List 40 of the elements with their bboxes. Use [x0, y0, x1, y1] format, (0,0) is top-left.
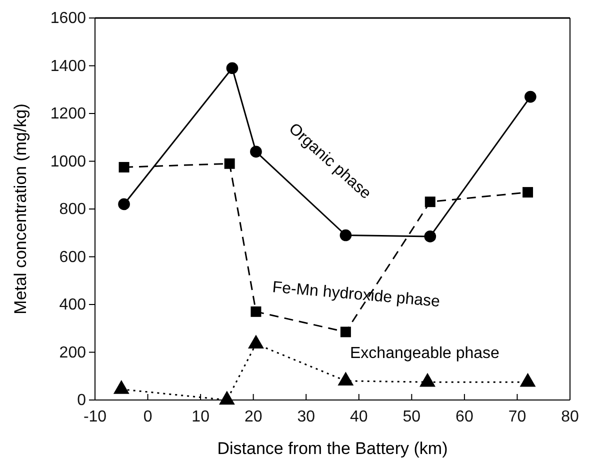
point: [340, 229, 352, 242]
x-tick-label: 60: [456, 408, 474, 426]
y-tick-label: 0: [77, 392, 86, 410]
point: [522, 187, 534, 198]
x-axis-title: Distance from the Battery (km): [217, 439, 448, 458]
point: [524, 90, 536, 103]
y-tick-label: 400: [59, 296, 86, 314]
point: [224, 158, 235, 169]
point: [226, 62, 238, 74]
y-tick-label: 200: [59, 344, 86, 362]
point: [338, 372, 354, 386]
point: [118, 162, 130, 172]
y-axis-title: Metal concentration (mg/kg): [11, 104, 30, 314]
x-tick-label: 30: [297, 408, 316, 426]
x-tick-label: 50: [402, 408, 421, 426]
x-tick-label: 0: [143, 408, 152, 426]
point: [118, 198, 130, 210]
x-tick-label: 20: [244, 408, 262, 426]
series-label: Exchangeable phase: [350, 345, 500, 362]
point: [250, 146, 262, 158]
y-tick-label: 1200: [50, 106, 86, 123]
series-label: Fe-Mn hydroxide phase: [272, 279, 441, 311]
point: [250, 306, 262, 317]
point: [218, 390, 235, 405]
x-tick-label: 40: [350, 408, 368, 426]
x-tick-label: -10: [83, 408, 107, 426]
y-tick-label: 600: [59, 248, 86, 266]
x-tick-label: 10: [192, 408, 210, 426]
y-tick-label: 800: [59, 201, 86, 218]
point: [113, 380, 130, 394]
y-tick-label: 1400: [50, 58, 86, 75]
point: [424, 230, 436, 242]
point: [520, 372, 536, 387]
y-tick-label: 1000: [50, 153, 86, 170]
point: [420, 372, 436, 387]
x-tick-label: 80: [561, 408, 579, 426]
point: [248, 334, 264, 348]
y-tick-label: 1600: [50, 10, 86, 28]
x-tick-label: 70: [508, 408, 526, 426]
point: [424, 196, 436, 208]
